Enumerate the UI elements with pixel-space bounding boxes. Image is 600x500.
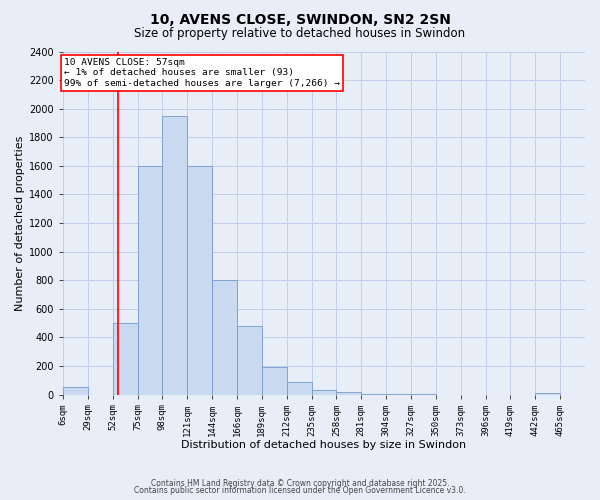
Bar bbox=[137, 166, 163, 394]
Bar bbox=[262, 368, 287, 394]
Text: 10, AVENS CLOSE, SWINDON, SN2 2SN: 10, AVENS CLOSE, SWINDON, SN2 2SN bbox=[149, 12, 451, 26]
Bar bbox=[63, 388, 88, 394]
Bar bbox=[163, 116, 187, 394]
Bar bbox=[187, 166, 212, 394]
Text: Contains public sector information licensed under the Open Government Licence v3: Contains public sector information licen… bbox=[134, 486, 466, 495]
Text: Size of property relative to detached houses in Swindon: Size of property relative to detached ho… bbox=[134, 28, 466, 40]
Bar bbox=[212, 280, 237, 394]
Bar bbox=[237, 326, 262, 394]
Text: 10 AVENS CLOSE: 57sqm
← 1% of detached houses are smaller (93)
99% of semi-detac: 10 AVENS CLOSE: 57sqm ← 1% of detached h… bbox=[64, 58, 340, 88]
Bar bbox=[337, 392, 361, 394]
Y-axis label: Number of detached properties: Number of detached properties bbox=[15, 136, 25, 310]
Bar bbox=[287, 382, 311, 394]
Text: Contains HM Land Registry data © Crown copyright and database right 2025.: Contains HM Land Registry data © Crown c… bbox=[151, 478, 449, 488]
Bar bbox=[311, 390, 337, 394]
Bar bbox=[113, 323, 137, 394]
X-axis label: Distribution of detached houses by size in Swindon: Distribution of detached houses by size … bbox=[181, 440, 467, 450]
Bar bbox=[535, 393, 560, 394]
